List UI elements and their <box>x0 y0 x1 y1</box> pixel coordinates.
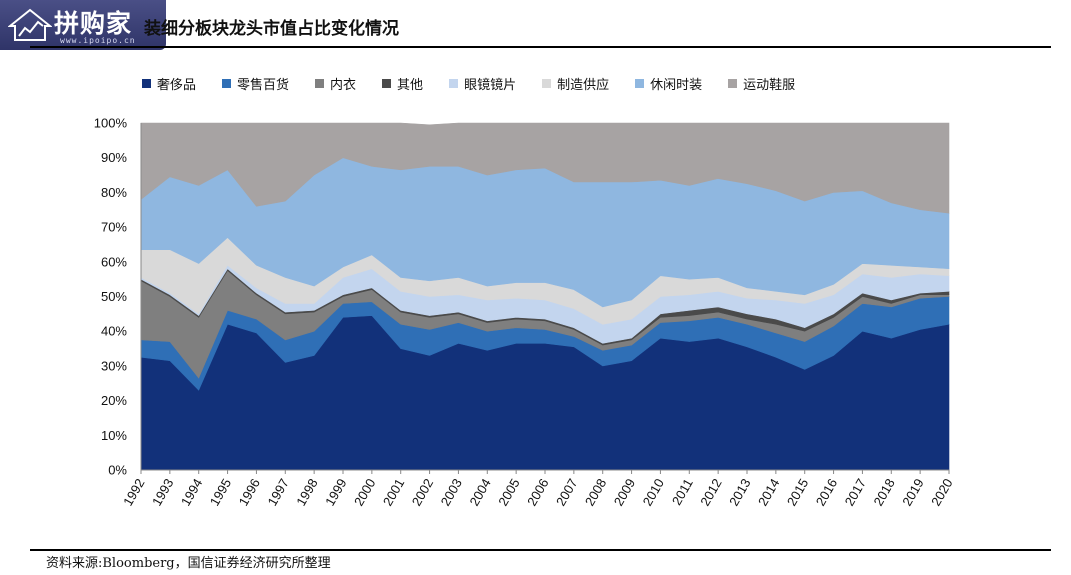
legend-label: 休闲时装 <box>650 77 703 93</box>
x-tick-label: 2015 <box>784 476 811 509</box>
x-tick-label: 1994 <box>178 476 205 509</box>
legend-swatch <box>728 78 738 88</box>
x-tick-label: 1995 <box>207 476 234 509</box>
y-tick-label: 60% <box>101 254 127 269</box>
x-tick-label: 2014 <box>755 476 782 509</box>
logo-url: www.ipoipo.cn <box>60 36 136 45</box>
chart-legend: 奢侈品 零售百货 内衣 其他 眼镜镜片 制造供应 休闲时装 运动鞋服 <box>142 72 962 94</box>
legend-label: 其他 <box>397 77 424 93</box>
y-tick-label: 40% <box>101 324 127 339</box>
x-tick-label: 1998 <box>293 476 320 509</box>
x-tick-label: 2016 <box>813 476 840 509</box>
house-chart-icon <box>8 8 52 41</box>
x-tick-label: 2007 <box>553 476 580 509</box>
y-tick-label: 100% <box>94 116 128 131</box>
x-tick-label: 2017 <box>842 476 869 509</box>
x-tick-label: 2006 <box>524 476 551 509</box>
legend-item: 其他 <box>382 74 423 93</box>
legend-item: 运动鞋服 <box>728 74 795 93</box>
x-tick-label: 2011 <box>669 476 696 508</box>
legend-swatch <box>142 78 151 88</box>
legend-label: 运动鞋服 <box>743 77 796 93</box>
legend-label: 零售百货 <box>237 77 290 93</box>
x-tick-label: 1993 <box>149 476 176 509</box>
x-tick-label: 1997 <box>264 476 291 509</box>
chart-title: 装细分板块龙头市值占比变化情况 <box>144 19 399 39</box>
legend-item: 内衣 <box>315 74 356 93</box>
legend-swatch <box>382 78 392 88</box>
x-tick-label: 2008 <box>582 476 609 509</box>
legend-label: 奢侈品 <box>157 77 197 93</box>
legend-swatch <box>222 78 232 88</box>
x-tick-label: 2009 <box>611 476 638 509</box>
y-tick-label: 20% <box>101 393 127 408</box>
stacked-area-chart: 0%10%20%30%40%50%60%70%80%90%100%1992 199… <box>94 116 956 509</box>
x-tick-label: 2012 <box>697 476 724 509</box>
legend-label: 眼镜镜片 <box>464 77 517 93</box>
logo-text: 拼购家 <box>54 9 133 38</box>
x-tick-label: 2003 <box>438 476 465 509</box>
legend-swatch <box>542 78 552 88</box>
source-note: 资料来源:Bloomberg，国信证券经济研究所整理 <box>46 556 331 571</box>
legend-item: 休闲时装 <box>635 74 702 93</box>
header-divider <box>30 46 1051 48</box>
site-logo: 拼购家 www.ipoipo.cn <box>0 0 166 50</box>
y-tick-label: 50% <box>101 289 127 304</box>
x-tick-label: 2002 <box>409 476 436 509</box>
y-tick-label: 0% <box>108 463 127 478</box>
y-tick-label: 90% <box>101 150 127 165</box>
x-tick-label: 2000 <box>351 476 378 509</box>
legend-swatch <box>449 78 459 88</box>
y-tick-label: 80% <box>101 185 127 200</box>
y-tick-label: 70% <box>101 220 127 235</box>
x-tick-label: 1996 <box>236 476 263 509</box>
x-tick-label: 2019 <box>899 476 926 509</box>
legend-item: 零售百货 <box>222 74 289 93</box>
x-tick-label: 2018 <box>870 476 897 509</box>
legend-item: 眼镜镜片 <box>449 74 516 93</box>
footer-divider <box>30 549 1051 551</box>
y-tick-label: 30% <box>101 358 127 373</box>
x-tick-label: 2001 <box>380 476 407 509</box>
x-tick-label: 2005 <box>495 476 522 509</box>
x-tick-label: 1992 <box>120 476 147 509</box>
legend-item: 制造供应 <box>542 74 609 93</box>
legend-swatch <box>635 78 645 88</box>
x-tick-label: 2010 <box>640 476 667 509</box>
legend-label: 内衣 <box>330 77 357 93</box>
legend-swatch <box>315 78 325 88</box>
x-tick-label: 2013 <box>726 476 753 509</box>
x-tick-label: 1999 <box>322 476 349 509</box>
y-tick-label: 10% <box>101 428 127 443</box>
x-tick-label: 2004 <box>466 476 493 509</box>
legend-item: 奢侈品 <box>142 74 196 93</box>
area-series-8 <box>140 122 950 214</box>
legend-label: 制造供应 <box>557 77 610 93</box>
x-tick-label: 2020 <box>928 476 955 509</box>
report-header: 拼购家 www.ipoipo.cn 装细分板块龙头市值占比变化情况 <box>0 0 1071 50</box>
